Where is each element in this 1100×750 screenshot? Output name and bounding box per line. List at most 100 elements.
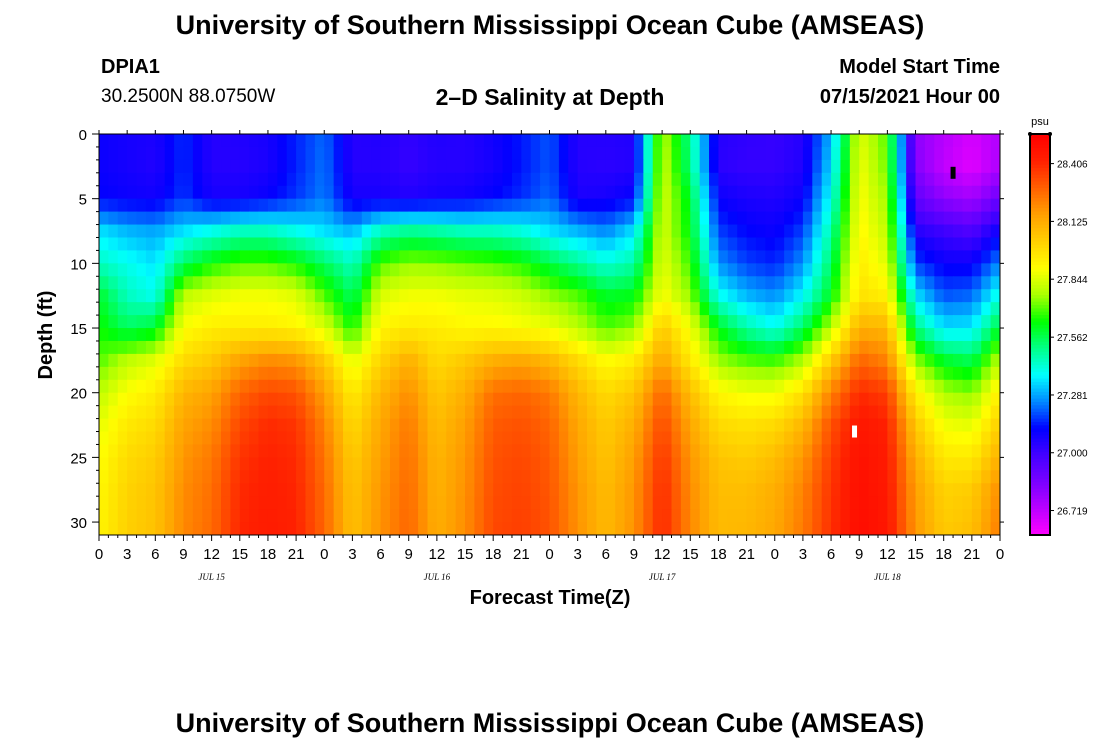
heatmap-cell xyxy=(155,340,166,355)
heatmap-cell xyxy=(568,509,579,523)
heatmap-cell xyxy=(953,198,964,213)
heatmap-cell xyxy=(784,353,795,368)
heatmap-cell xyxy=(812,509,823,523)
heatmap-cell xyxy=(587,483,598,497)
heatmap-cell xyxy=(324,353,335,368)
heatmap-cell xyxy=(962,185,973,200)
heatmap-cell xyxy=(643,418,654,433)
heatmap-cell xyxy=(587,470,598,484)
heatmap-cell xyxy=(577,353,588,368)
heatmap-cell xyxy=(755,379,766,394)
heatmap-cell xyxy=(596,457,607,471)
heatmap-cell xyxy=(324,134,335,148)
heatmap-cell xyxy=(465,328,476,342)
heatmap-cell xyxy=(408,457,419,471)
heatmap-cell xyxy=(671,146,682,161)
heatmap-cell xyxy=(277,405,288,420)
heatmap-cell xyxy=(502,134,513,148)
heatmap-cell xyxy=(389,289,400,303)
heatmap-cell xyxy=(953,263,964,277)
heatmap-cell xyxy=(943,198,954,213)
heatmap-cell xyxy=(840,159,851,174)
heatmap-cell xyxy=(971,263,982,277)
heatmap-cell xyxy=(577,509,588,523)
heatmap-cell xyxy=(361,340,372,355)
heatmap-cell xyxy=(934,418,945,433)
heatmap-cell xyxy=(624,496,635,510)
heatmap-cell xyxy=(286,289,297,303)
heatmap-cell xyxy=(840,134,851,148)
heatmap-cell xyxy=(774,418,785,433)
heatmap-cell xyxy=(192,509,203,523)
heatmap-cell xyxy=(896,302,907,316)
heatmap-cell xyxy=(784,483,795,497)
heatmap-cell xyxy=(802,405,813,420)
heatmap-cell xyxy=(145,483,156,497)
heatmap-cell xyxy=(755,315,766,329)
heatmap-cell xyxy=(943,509,954,523)
heatmap-cell xyxy=(624,470,635,484)
heatmap-cell xyxy=(868,134,879,148)
heatmap-cell xyxy=(755,211,766,226)
heatmap-cell xyxy=(483,366,494,381)
heatmap-cell xyxy=(868,237,879,252)
heatmap-cell xyxy=(455,198,466,213)
heatmap-cell xyxy=(267,431,278,446)
heatmap-cell xyxy=(305,379,316,394)
heatmap-cell xyxy=(267,340,278,355)
heatmap-cell xyxy=(802,263,813,277)
heatmap-cell xyxy=(371,483,382,497)
colorbar-segment xyxy=(1030,137,1050,142)
heatmap-cell xyxy=(962,522,973,535)
heatmap-cell xyxy=(962,509,973,523)
x-tick-label: 6 xyxy=(827,546,835,563)
heatmap-cell xyxy=(436,328,447,342)
heatmap-cell xyxy=(108,159,119,174)
heatmap-cell xyxy=(549,522,560,535)
heatmap-cell xyxy=(127,134,138,148)
heatmap-cell xyxy=(981,340,992,355)
heatmap-cell xyxy=(493,198,504,213)
heatmap-cell xyxy=(737,496,748,510)
heatmap-cell xyxy=(971,340,982,355)
heatmap-cell xyxy=(540,353,551,368)
heatmap-cell xyxy=(174,340,185,355)
heatmap-cell xyxy=(502,198,513,213)
heatmap-cell xyxy=(821,405,832,420)
heatmap-cell xyxy=(831,328,842,342)
heatmap-cell xyxy=(540,340,551,355)
heatmap-cell xyxy=(868,289,879,303)
heatmap-cell xyxy=(540,522,551,535)
heatmap-cell xyxy=(765,366,776,381)
heatmap-cell xyxy=(155,315,166,329)
heatmap-cell xyxy=(746,328,757,342)
heatmap-cell xyxy=(333,340,344,355)
heatmap-cell xyxy=(136,366,147,381)
heatmap-cell xyxy=(831,263,842,277)
heatmap-cell xyxy=(718,392,729,407)
heatmap-cell xyxy=(108,172,119,187)
heatmap-cell xyxy=(596,146,607,161)
heatmap-cell xyxy=(183,198,194,213)
heatmap-cell xyxy=(643,198,654,213)
heatmap-cell xyxy=(389,353,400,368)
heatmap-cell xyxy=(896,211,907,226)
heatmap-cell xyxy=(455,224,466,239)
heatmap-cell xyxy=(324,198,335,213)
heatmap-cell xyxy=(943,315,954,329)
heatmap-cell xyxy=(859,224,870,239)
heatmap-cell xyxy=(981,328,992,342)
heatmap-cell xyxy=(887,522,898,535)
heatmap-cell xyxy=(465,211,476,226)
heatmap-cell xyxy=(784,224,795,239)
heatmap-cell xyxy=(465,340,476,355)
heatmap-cell xyxy=(943,172,954,187)
x-tick-label: 21 xyxy=(964,546,981,563)
heatmap-cell xyxy=(465,224,476,239)
heatmap-cell xyxy=(408,302,419,316)
heatmap-cell xyxy=(924,431,935,446)
heatmap-cell xyxy=(812,379,823,394)
heatmap-cell xyxy=(99,289,109,303)
colorbar-segment xyxy=(1030,411,1050,416)
heatmap-cell xyxy=(249,328,260,342)
